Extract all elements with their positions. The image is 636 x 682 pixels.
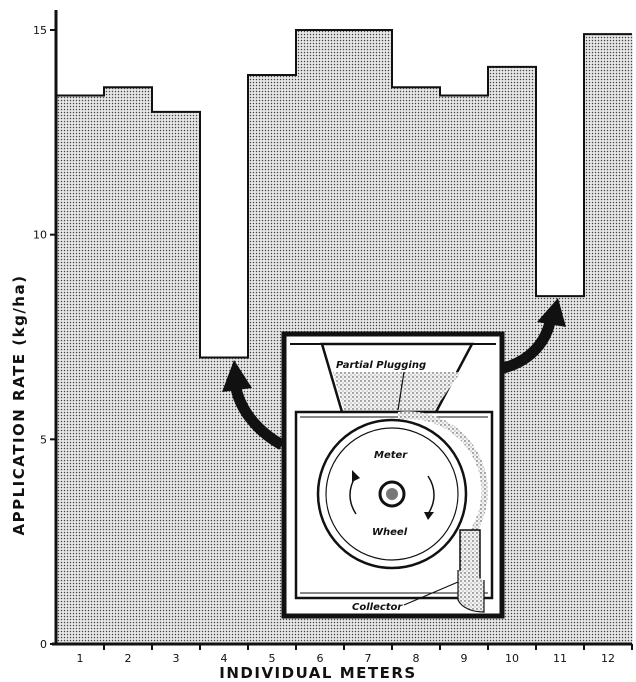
y-tick-label: 10 <box>33 229 47 242</box>
y-axis-title: APPLICATION RATE (kg/ha) <box>10 275 28 536</box>
x-tick-label: 8 <box>413 652 420 665</box>
collector-pointer-icon <box>403 581 459 606</box>
rotation-arrowhead-left <box>352 470 360 482</box>
rotation-arrow-right-icon <box>427 475 435 515</box>
right-arrow-icon <box>501 320 556 374</box>
y-tick-label: 0 <box>40 638 47 651</box>
collector-chute-icon <box>457 570 485 613</box>
y-ticks-group: 0 5 10 15 <box>33 24 56 651</box>
y-tick-label: 15 <box>33 24 47 37</box>
hopper-seed-fill <box>333 372 461 410</box>
bar-meter-12 <box>584 34 633 645</box>
x-tick-label: 10 <box>505 652 519 665</box>
x-ticks-group: 1 2 3 4 5 6 7 8 9 10 11 12 <box>77 644 633 665</box>
x-tick-label: 6 <box>317 652 324 665</box>
meter-label: Meter <box>374 450 408 461</box>
seed-flow-fill <box>398 411 488 530</box>
x-tick-label: 4 <box>221 652 228 665</box>
right-arrowhead-icon <box>537 298 566 327</box>
axle-center <box>386 488 398 500</box>
left-arrow-icon <box>230 386 285 450</box>
bar-meter-2 <box>104 87 153 645</box>
x-tick-label: 12 <box>601 652 615 665</box>
x-axis-title: INDIVIDUAL METERS <box>219 664 416 682</box>
rotation-arrowhead-right <box>424 512 434 520</box>
bar-meter-1 <box>56 95 105 644</box>
x-tick-label: 1 <box>77 652 84 665</box>
bar-outline <box>56 29 632 359</box>
y-tick-label: 5 <box>40 433 47 446</box>
wheel-label: Wheel <box>372 527 408 538</box>
bar-meter-3 <box>152 111 201 644</box>
x-tick-label: 3 <box>173 652 180 665</box>
meter-inset-diagram: Partial Plugging Meter Wheel Collector <box>281 331 505 619</box>
x-tick-label: 7 <box>365 652 372 665</box>
bar-meter-11 <box>536 296 585 644</box>
left-arrowhead-icon <box>222 360 252 392</box>
plugging-pointer-icon <box>397 371 405 411</box>
x-tick-label: 2 <box>125 652 132 665</box>
collector-label: Collector <box>352 602 403 613</box>
x-tick-label: 5 <box>269 652 276 665</box>
x-tick-label: 9 <box>461 652 468 665</box>
meter-wheel-inner <box>325 427 459 561</box>
x-tick-label: 11 <box>553 652 567 665</box>
partial-plugging-label: Partial Plugging <box>336 360 426 371</box>
